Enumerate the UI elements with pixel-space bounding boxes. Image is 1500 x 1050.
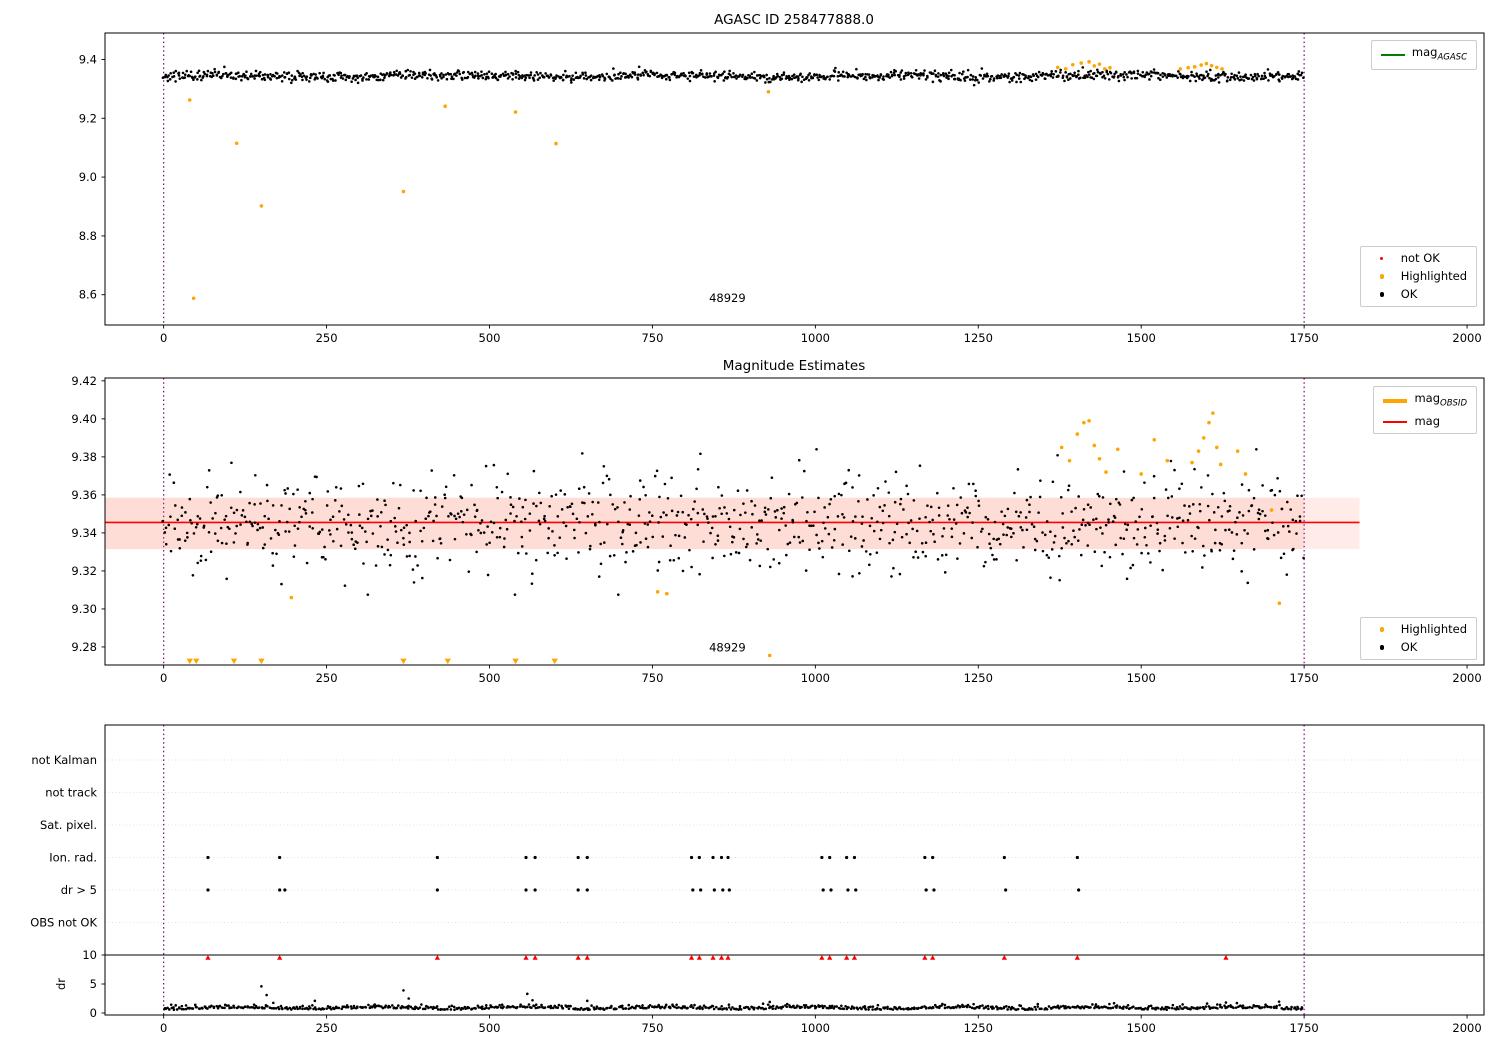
svg-text:Ion. rad.: Ion. rad.	[49, 851, 97, 865]
legend-mag-agasc: magAGASC	[1370, 40, 1477, 71]
legend-entry: OK	[1370, 640, 1467, 655]
legend-dot-swatch	[1370, 289, 1394, 301]
svg-text:dr > 5: dr > 5	[61, 883, 97, 897]
legend-mag-obsid: magOBSID mag	[1373, 386, 1477, 435]
legend-entry: magAGASC	[1380, 45, 1467, 65]
svg-text:48929: 48929	[709, 641, 746, 655]
svg-text:250: 250	[316, 671, 338, 685]
svg-text:48929: 48929	[709, 291, 746, 305]
svg-text:750: 750	[641, 331, 663, 345]
svg-text:dr: dr	[54, 978, 68, 990]
legend-label: mag	[1414, 414, 1441, 429]
svg-text:9.32: 9.32	[71, 564, 97, 578]
legend-entry: mag	[1383, 414, 1467, 429]
svg-text:9.38: 9.38	[71, 450, 97, 464]
svg-text:9.36: 9.36	[71, 488, 97, 502]
svg-text:250: 250	[316, 331, 338, 345]
svg-text:0: 0	[160, 671, 167, 685]
svg-text:9.42: 9.42	[71, 374, 97, 388]
svg-text:1750: 1750	[1289, 331, 1318, 345]
svg-text:not track: not track	[45, 786, 97, 800]
legend-label: not OK	[1400, 251, 1440, 265]
svg-text:9.0: 9.0	[79, 170, 97, 184]
svg-text:OBS not OK: OBS not OK	[30, 916, 97, 930]
svg-text:1500: 1500	[1127, 1021, 1156, 1035]
svg-text:8.8: 8.8	[79, 229, 97, 243]
svg-text:0: 0	[160, 331, 167, 345]
legend-dot-swatch	[1370, 271, 1394, 283]
svg-text:2000: 2000	[1452, 1021, 1481, 1035]
legend-quality-top: not OK Highlighted OK	[1359, 246, 1477, 307]
svg-text:0: 0	[160, 1021, 167, 1035]
svg-text:0: 0	[90, 1006, 97, 1020]
svg-text:9.4: 9.4	[79, 52, 97, 66]
svg-text:1000: 1000	[801, 1021, 830, 1035]
legend-label: OK	[1400, 287, 1418, 301]
legend-quality-mid: Highlighted OK	[1359, 617, 1477, 660]
svg-text:5: 5	[90, 977, 97, 991]
legend-dot-swatch	[1370, 253, 1394, 265]
legend-label: magAGASC	[1411, 45, 1467, 63]
legend-label: magOBSID	[1414, 391, 1467, 409]
legend-line-swatch	[1383, 395, 1408, 407]
legend-entry: Highlighted	[1370, 269, 1467, 284]
legend-entry: OK	[1370, 287, 1467, 302]
panel2-title: Magnitude Estimates	[722, 358, 866, 374]
legend-line-swatch	[1380, 49, 1405, 61]
svg-text:9.34: 9.34	[71, 526, 97, 540]
panel1-title: AGASC ID 258477888.0	[714, 12, 874, 28]
svg-text:1750: 1750	[1289, 1021, 1318, 1035]
svg-text:2000: 2000	[1452, 671, 1481, 685]
legend-entry: Highlighted	[1370, 622, 1467, 637]
svg-text:1000: 1000	[801, 671, 830, 685]
svg-text:not Kalman: not Kalman	[31, 753, 97, 767]
svg-text:750: 750	[641, 671, 663, 685]
legend-line-swatch	[1383, 416, 1408, 428]
legend-dot-swatch	[1370, 642, 1394, 654]
legend-label: Highlighted	[1400, 269, 1467, 283]
svg-text:1250: 1250	[964, 331, 993, 345]
svg-text:1250: 1250	[964, 671, 993, 685]
legend-label: OK	[1400, 640, 1418, 654]
svg-text:9.28: 9.28	[71, 640, 97, 654]
svg-text:500: 500	[479, 1021, 501, 1035]
svg-text:10: 10	[82, 948, 97, 962]
svg-text:Sat. pixel.: Sat. pixel.	[40, 818, 97, 832]
svg-text:8.6: 8.6	[79, 288, 97, 302]
svg-text:500: 500	[479, 331, 501, 345]
svg-text:750: 750	[641, 1021, 663, 1035]
svg-text:500: 500	[479, 671, 501, 685]
svg-text:250: 250	[316, 1021, 338, 1035]
svg-text:1000: 1000	[801, 331, 830, 345]
svg-text:9.40: 9.40	[71, 412, 97, 426]
svg-text:1500: 1500	[1127, 671, 1156, 685]
svg-text:1500: 1500	[1127, 331, 1156, 345]
legend-label: Highlighted	[1400, 622, 1467, 636]
legend-entry: magOBSID	[1383, 391, 1467, 411]
svg-text:9.2: 9.2	[79, 111, 97, 125]
svg-text:2000: 2000	[1452, 331, 1481, 345]
svg-text:9.30: 9.30	[71, 602, 97, 616]
legend-dot-swatch	[1370, 624, 1394, 636]
svg-text:1250: 1250	[964, 1021, 993, 1035]
legend-entry: not OK	[1370, 251, 1467, 266]
svg-text:1750: 1750	[1289, 671, 1318, 685]
